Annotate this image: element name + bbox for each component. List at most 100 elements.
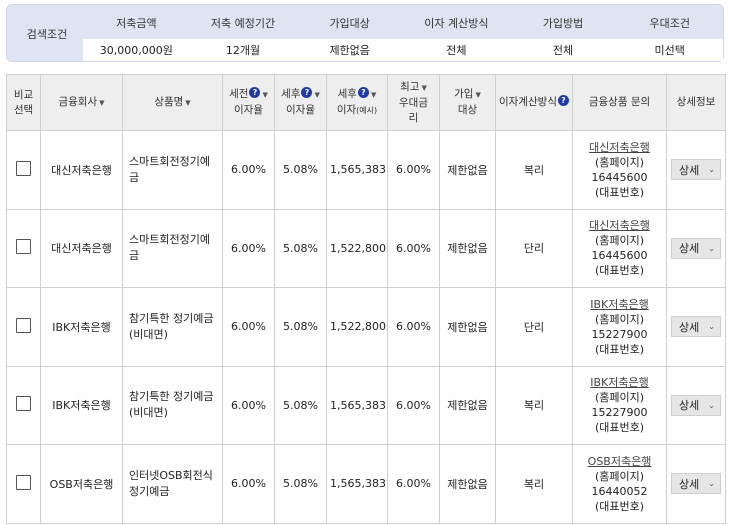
compare-cell	[6, 287, 41, 367]
cond-value-calc: 전체	[446, 44, 467, 57]
detail-label: 상세	[679, 242, 700, 256]
search-conditions-panel: 검색조건 저축금액 저축 예정기간 가입대상 이자 계산방식 가입방법 우대조건…	[6, 4, 724, 62]
help-icon[interactable]: ?	[357, 87, 369, 98]
cond-value-pref: 미선택	[654, 44, 685, 57]
th-max-pref-rate[interactable]: 최고 ▼ 우대금 리	[387, 74, 440, 131]
sort-down-icon[interactable]: ▼	[185, 98, 191, 107]
help-icon[interactable]: ?	[301, 87, 313, 98]
company-cell: OSB저축은행	[40, 444, 123, 524]
after-tax-rate-cell: 5.08%	[274, 444, 327, 524]
detail-select[interactable]: 상세 ⌄	[671, 394, 721, 416]
company-cell: IBK저축은행	[40, 365, 123, 445]
company-cell: IBK저축은행	[40, 287, 123, 367]
compare-cell	[6, 365, 41, 445]
th-product[interactable]: 상품명 ▼	[122, 74, 223, 131]
homepage-label: (홈페이지)	[594, 234, 645, 248]
inquiry-cell: IBK저축은행 (홈페이지) 15227900 (대표번호)	[572, 365, 667, 445]
table-body: 대신저축은행 스마트회전정기예금 6.00% 5.08% 1,565,383 6…	[6, 130, 726, 524]
sort-down-icon[interactable]: ▼	[370, 91, 377, 99]
target-cell: 제한없음	[439, 287, 496, 367]
max-pref-rate-cell: 6.00%	[387, 130, 440, 210]
representative-label: (대표번호)	[594, 421, 645, 435]
representative-label: (대표번호)	[594, 499, 645, 513]
calc-method-cell: 복리	[495, 365, 573, 445]
after-tax-rate-cell: 5.08%	[274, 287, 327, 367]
calc-method-cell: 단리	[495, 208, 573, 288]
product-name-cell: 스마트회전정기예금	[122, 130, 223, 210]
detail-label: 상세	[679, 477, 700, 491]
detail-label: 상세	[679, 320, 700, 334]
homepage-label: (홈페이지)	[594, 155, 645, 169]
compare-checkbox[interactable]	[16, 474, 31, 490]
max-pref-rate-cell: 6.00%	[387, 287, 440, 367]
compare-checkbox[interactable]	[16, 160, 31, 176]
after-tax-rate-cell: 5.08%	[274, 208, 327, 288]
th-after-tax-rate[interactable]: 세후? ▼ 이자율	[274, 74, 327, 131]
detail-select[interactable]: 상세 ⌄	[671, 159, 721, 181]
th-after-tax-interest[interactable]: 세후? ▼ 이자(예시)	[326, 74, 388, 131]
homepage-label: (홈페이지)	[594, 391, 645, 405]
product-name-cell: 참기특한 정기예금(비대면)	[122, 365, 223, 445]
table-header-row: 비교 선택 금융회사 ▼ 상품명 ▼ 세전? ▼ 이자율 세후? ▼ 이자율 세후? ▼ 이자(예…	[6, 74, 726, 131]
help-icon[interactable]: ?	[249, 87, 261, 98]
detail-select[interactable]: 상세 ⌄	[671, 316, 721, 338]
pre-tax-rate-cell: 6.00%	[222, 130, 275, 210]
chevron-down-icon: ⌄	[708, 165, 715, 175]
bank-homepage-link[interactable]: OSB저축은행	[587, 454, 652, 468]
sort-down-icon[interactable]: ▼	[99, 98, 105, 107]
table-row: 대신저축은행 스마트회전정기예금 6.00% 5.08% 1,522,800 6…	[6, 208, 726, 288]
representative-label: (대표번호)	[594, 342, 645, 356]
sort-down-icon[interactable]: ▼	[421, 83, 427, 92]
detail-select[interactable]: 상세 ⌄	[671, 237, 721, 259]
th-calc-method: 이자계산방식?	[495, 74, 573, 131]
detail-cell: 상세 ⌄	[666, 444, 726, 524]
sort-down-icon[interactable]: ▼	[314, 91, 320, 99]
after-tax-interest-cell: 1,522,800	[326, 208, 388, 288]
detail-select[interactable]: 상세 ⌄	[671, 473, 721, 495]
inquiry-cell: 대신저축은행 (홈페이지) 16445600 (대표번호)	[572, 130, 667, 210]
help-icon[interactable]: ?	[557, 95, 569, 106]
company-cell: 대신저축은행	[40, 130, 123, 210]
product-name-cell: 참기특한 정기예금(비대면)	[122, 287, 223, 367]
after-tax-interest-cell: 1,565,383	[326, 444, 388, 524]
homepage-label: (홈페이지)	[594, 312, 645, 326]
compare-checkbox[interactable]	[16, 239, 31, 255]
sort-down-icon[interactable]: ▼	[262, 91, 268, 99]
inquiry-cell: IBK저축은행 (홈페이지) 15227900 (대표번호)	[572, 287, 667, 367]
cond-header-method: 가입방법	[542, 17, 584, 30]
compare-checkbox[interactable]	[16, 317, 31, 333]
after-tax-rate-cell: 5.08%	[274, 130, 327, 210]
phone-number: 15227900	[591, 327, 648, 341]
company-cell: 대신저축은행	[40, 208, 123, 288]
representative-label: (대표번호)	[594, 264, 645, 278]
cond-header-calc: 이자 계산방식	[424, 17, 489, 30]
pre-tax-rate-cell: 6.00%	[222, 208, 275, 288]
compare-cell	[6, 130, 41, 210]
cond-value-amount: 30,000,000원	[99, 44, 173, 57]
sort-down-icon[interactable]: ▼	[475, 91, 481, 99]
after-tax-interest-cell: 1,522,800	[326, 287, 388, 367]
bank-homepage-link[interactable]: 대신저축은행	[589, 219, 650, 233]
bank-homepage-link[interactable]: IBK저축은행	[590, 376, 649, 390]
th-target[interactable]: 가입 ▼ 대상	[439, 74, 496, 131]
th-company[interactable]: 금융회사 ▼	[40, 74, 123, 131]
search-conditions-headers: 저축금액 저축 예정기간 가입대상 이자 계산방식 가입방법 우대조건	[83, 9, 723, 37]
calc-method-cell: 복리	[495, 130, 573, 210]
pre-tax-rate-cell: 6.00%	[222, 444, 275, 524]
search-conditions-label: 검색조건	[26, 28, 68, 41]
homepage-label: (홈페이지)	[594, 469, 645, 483]
max-pref-rate-cell: 6.00%	[387, 365, 440, 445]
chevron-down-icon: ⌄	[708, 322, 715, 332]
compare-checkbox[interactable]	[16, 396, 31, 412]
results-table: 비교 선택 금융회사 ▼ 상품명 ▼ 세전? ▼ 이자율 세후? ▼ 이자율 세후? ▼ 이자(예…	[6, 74, 726, 524]
cond-value-method: 전체	[552, 44, 574, 57]
calc-method-cell: 단리	[495, 287, 573, 367]
th-detail: 상세정보	[666, 74, 726, 131]
bank-homepage-link[interactable]: 대신저축은행	[589, 140, 650, 154]
detail-label: 상세	[679, 399, 700, 413]
compare-cell	[6, 208, 41, 288]
representative-label: (대표번호)	[594, 185, 645, 199]
th-pre-tax-rate[interactable]: 세전? ▼ 이자율	[222, 74, 275, 131]
bank-homepage-link[interactable]: IBK저축은행	[590, 297, 649, 311]
table-row: OSB저축은행 인터넷OSB회전식정기예금 6.00% 5.08% 1,565,…	[6, 444, 726, 524]
